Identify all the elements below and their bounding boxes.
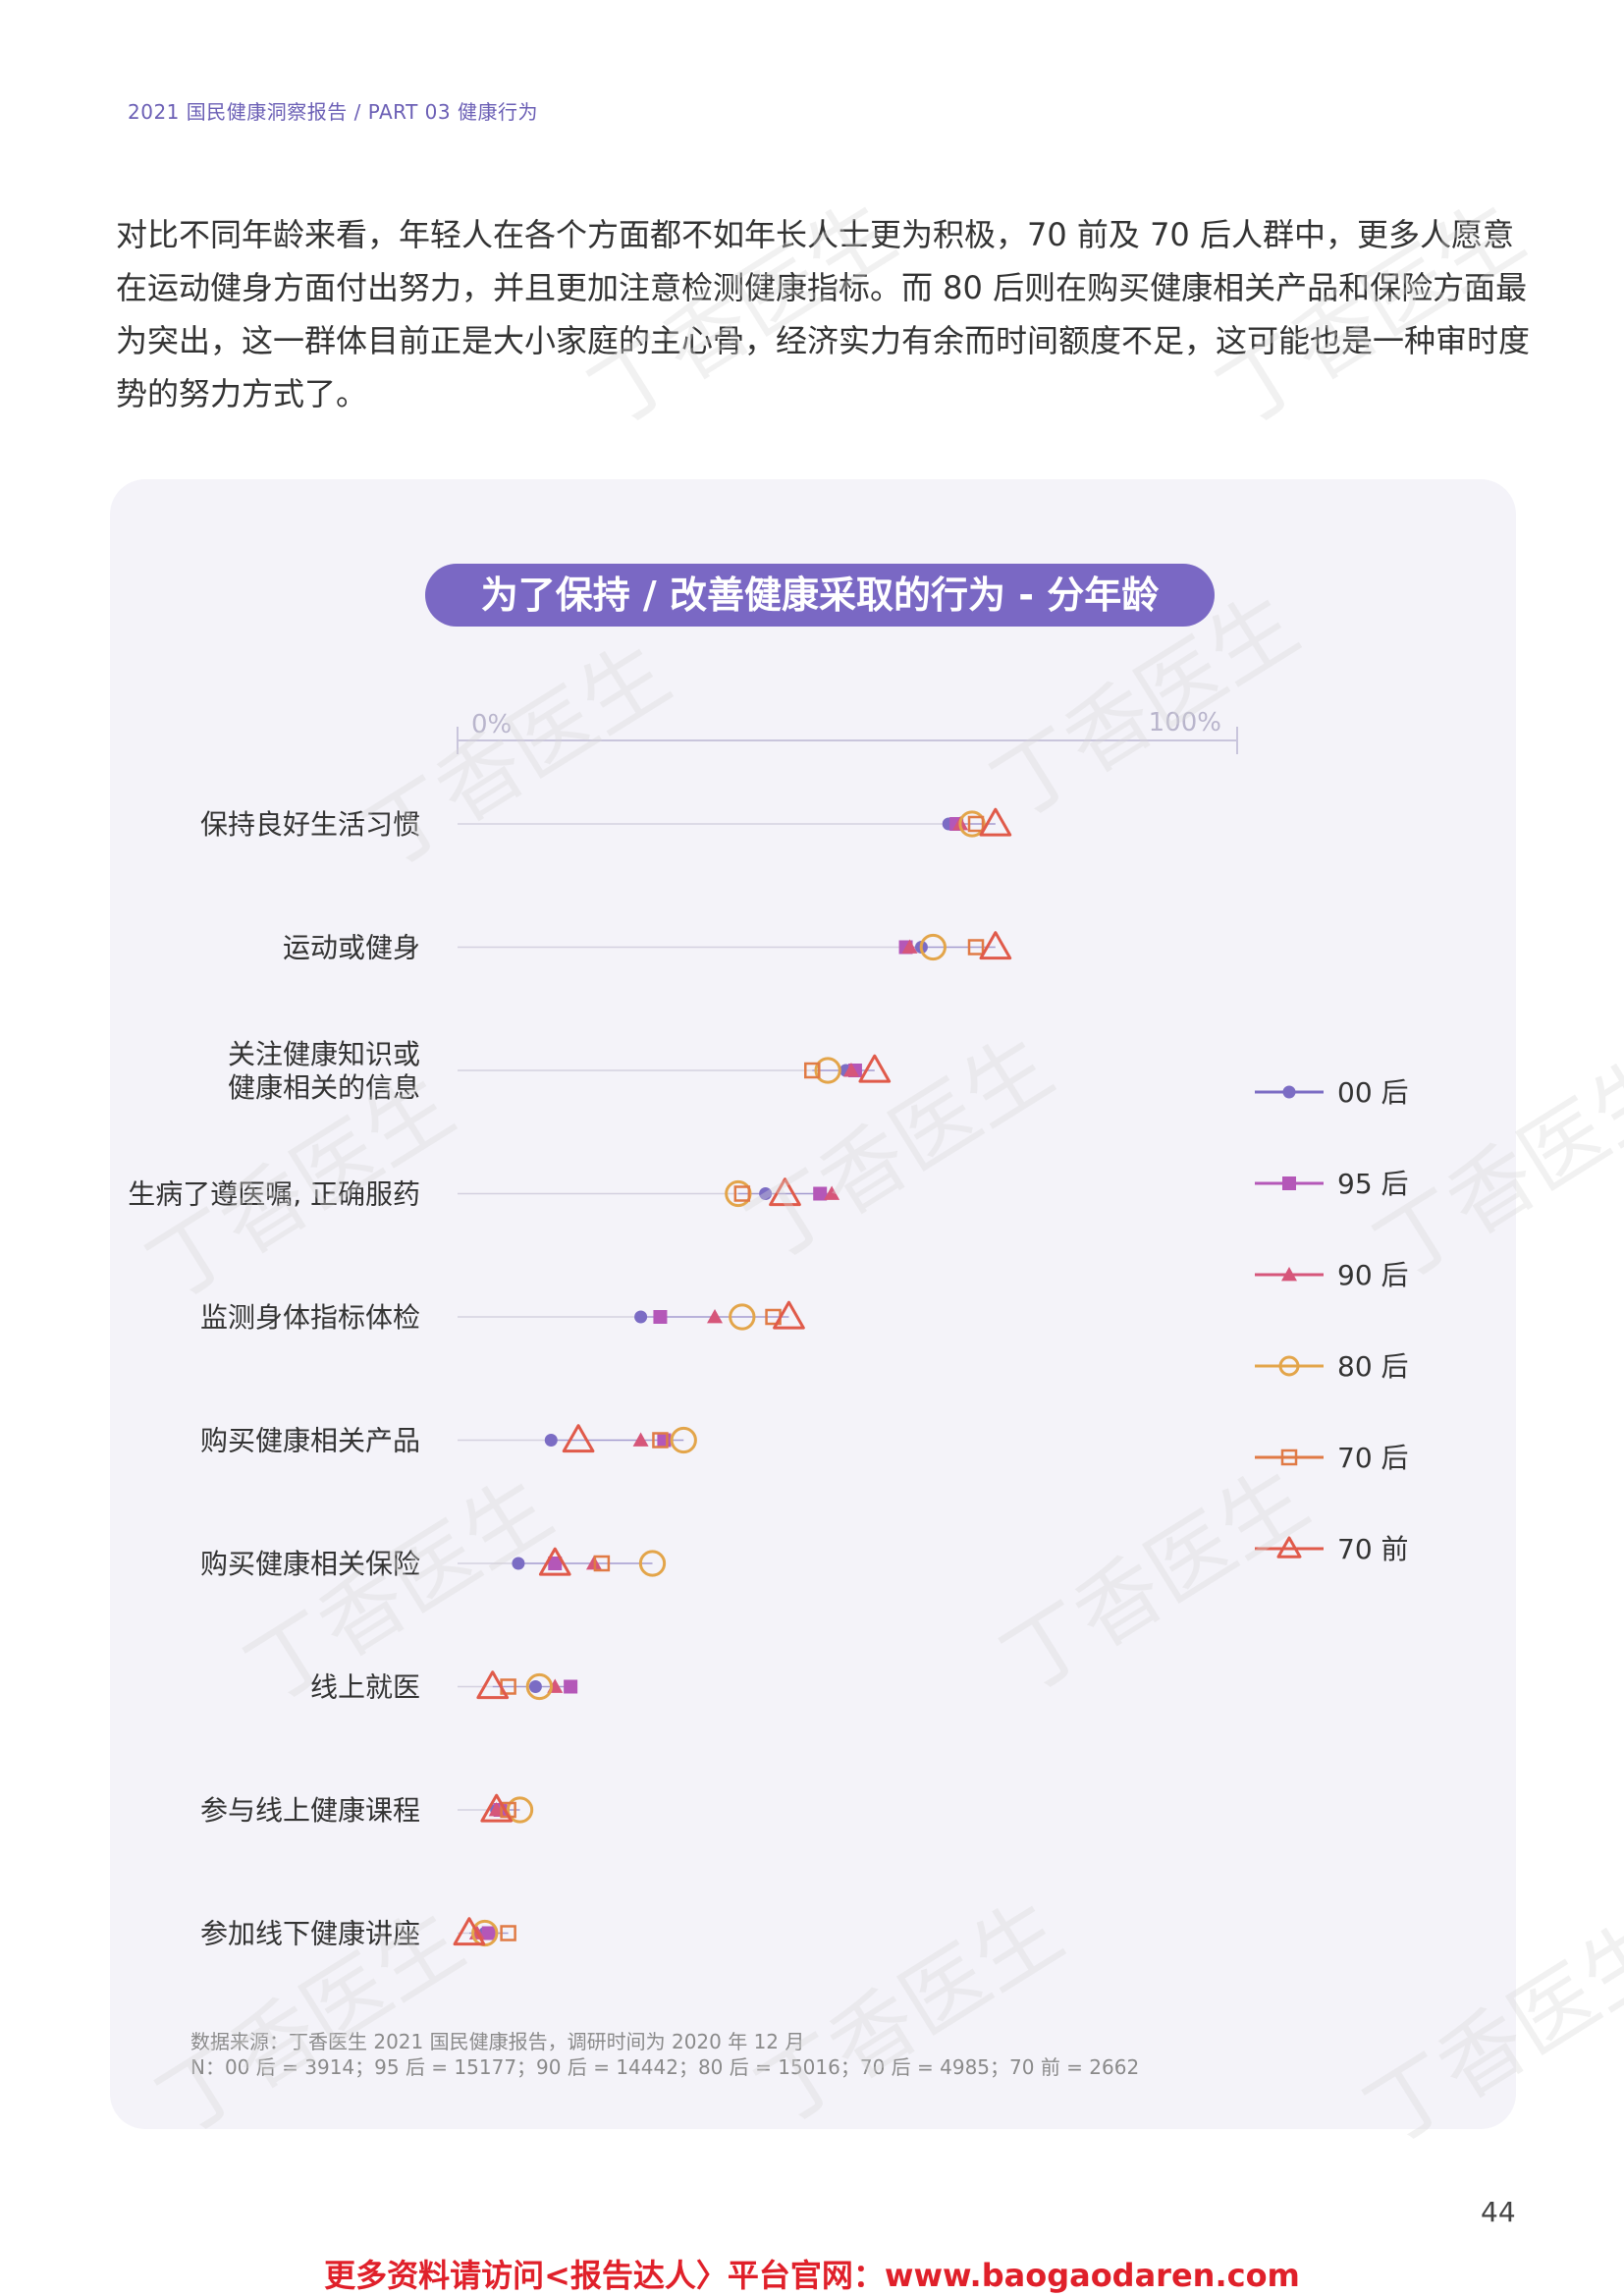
marker-dot: [1283, 1086, 1296, 1099]
data-source-note: 数据来源：丁香医生 2021 国民健康报告，调研时间为 2020 年 12 月 …: [190, 2029, 1139, 2080]
category-label: 健康相关的信息: [228, 1071, 420, 1104]
category-label: 保持良好生活习惯: [200, 808, 420, 841]
legend-label: 95 后: [1337, 1168, 1409, 1200]
marker-triangle: [707, 1309, 723, 1323]
marker-open-triangle: [860, 1056, 890, 1081]
marker-square: [653, 1310, 667, 1324]
marker-dot: [634, 1311, 647, 1324]
marker-dot: [529, 1680, 542, 1693]
source-line-2: N：00 后 = 3914；95 后 = 15177；90 后 = 14442；…: [190, 2054, 1139, 2080]
source-line-1: 数据来源：丁香医生 2021 国民健康报告，调研时间为 2020 年 12 月: [190, 2029, 1139, 2054]
marker-square: [1282, 1176, 1296, 1190]
category-label: 购买健康相关产品: [200, 1425, 420, 1457]
category-label: 运动或健身: [283, 932, 420, 964]
marker-triangle: [633, 1433, 649, 1447]
category-label: 生病了遵医嘱, 正确服药: [128, 1178, 420, 1211]
category-label: 关注健康知识或: [228, 1038, 420, 1070]
marker-dot: [759, 1187, 772, 1200]
category-label: 参与线上健康课程: [200, 1794, 420, 1827]
legend-label: 00 后: [1337, 1076, 1409, 1109]
marker-square: [564, 1680, 577, 1694]
axis-label-min: 0%: [471, 710, 512, 739]
legend-label: 80 后: [1337, 1350, 1409, 1383]
marker-open-triangle: [771, 1179, 800, 1205]
legend-label: 70 后: [1337, 1442, 1409, 1474]
axis-label-max: 100%: [1149, 708, 1221, 738]
marker-square: [657, 1434, 671, 1448]
legend-label: 70 前: [1337, 1533, 1409, 1565]
legend-label: 90 后: [1337, 1259, 1409, 1291]
marker-dot: [512, 1558, 524, 1570]
category-label: 参加线下健康讲座: [200, 1918, 420, 1950]
category-label: 监测身体指标体检: [200, 1301, 420, 1334]
marker-open-triangle: [981, 933, 1010, 958]
footer-link-text[interactable]: 更多资料请访问<报告达人〉平台官网：www.baogaodaren.com: [0, 2251, 1624, 2296]
category-label: 线上就医: [310, 1671, 420, 1704]
marker-dot: [545, 1434, 558, 1447]
category-label: 购买健康相关保险: [200, 1548, 420, 1580]
marker-open-triangle: [564, 1426, 593, 1451]
chart-title: 为了保持 / 改善健康采取的行为 - 分年龄: [425, 564, 1215, 627]
page-number: 44: [1481, 2196, 1516, 2228]
